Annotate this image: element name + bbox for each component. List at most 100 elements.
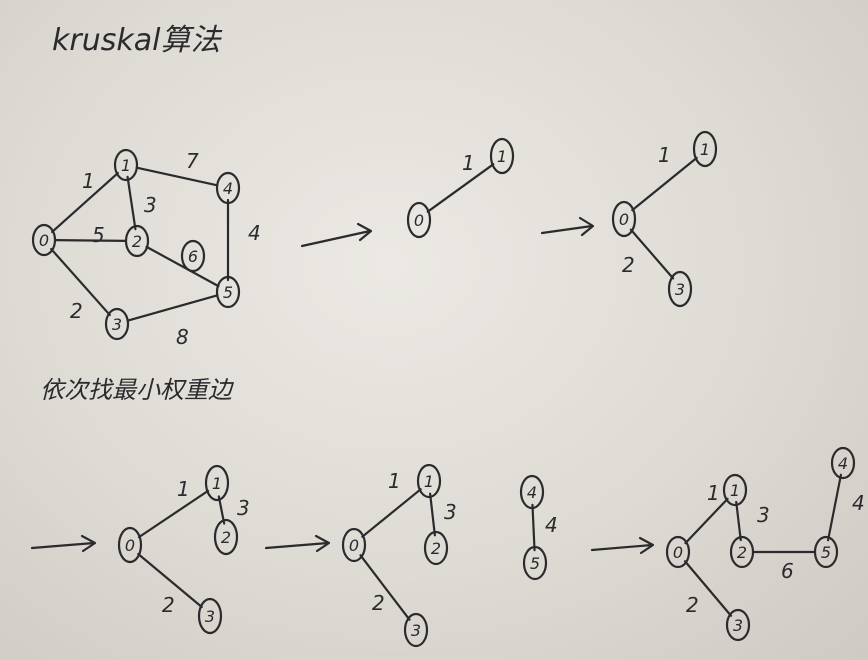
step-arrow xyxy=(30,534,97,553)
edge-weight-1-4: 7 xyxy=(186,149,199,173)
edge-4-5 xyxy=(531,503,536,552)
node-2 xyxy=(423,530,449,566)
node-2 xyxy=(213,518,239,556)
node-1 xyxy=(692,130,718,168)
node-label-2: 2 xyxy=(431,539,441,558)
node-1 xyxy=(416,463,442,499)
node-1 xyxy=(489,137,515,175)
edge-weight-0-3: 2 xyxy=(70,299,83,323)
edge-0-1 xyxy=(137,489,210,539)
node-label-3: 3 xyxy=(411,621,421,640)
edge-0-3 xyxy=(359,554,411,621)
node-5 xyxy=(813,535,839,569)
edge-weight-0-1: 1 xyxy=(462,151,475,175)
node-label-0: 0 xyxy=(39,231,49,250)
node-label-5: 5 xyxy=(821,543,831,562)
node-0 xyxy=(341,527,367,563)
node-label-3: 3 xyxy=(675,280,685,299)
edge-1-4 xyxy=(135,166,219,187)
node-6 xyxy=(180,239,206,273)
node-4 xyxy=(215,171,241,205)
edge-3-5 xyxy=(126,294,219,322)
node-label-2: 2 xyxy=(221,528,231,547)
node-label-3: 3 xyxy=(733,616,743,635)
edge-2-5 xyxy=(145,245,220,288)
edge-0-1 xyxy=(631,156,698,212)
node-label-5: 5 xyxy=(530,554,540,573)
node-5 xyxy=(522,545,548,581)
node-3 xyxy=(403,612,429,648)
edge-weight-2-5: 6 xyxy=(781,559,794,583)
node-label-3: 3 xyxy=(112,315,122,334)
edge-weight-0-1: 1 xyxy=(658,143,671,167)
node-label-2: 2 xyxy=(132,232,142,251)
node-label-0: 0 xyxy=(349,536,359,555)
edge-0-3 xyxy=(683,560,733,617)
edge-weight-0-3: 2 xyxy=(622,253,635,277)
edge-0-1 xyxy=(426,163,495,213)
node-3 xyxy=(104,307,130,341)
edge-1-2 xyxy=(735,500,742,542)
edge-0-3 xyxy=(137,552,203,609)
diagram-title: kruskal算法 xyxy=(52,23,222,58)
edge-weight-0-3: 2 xyxy=(372,591,385,615)
node-label-1: 1 xyxy=(212,474,222,493)
node-label-1: 1 xyxy=(700,140,710,159)
edge-0-1 xyxy=(684,497,729,545)
node-label-0: 0 xyxy=(414,211,424,230)
step-arrow xyxy=(300,222,373,248)
node-label-0: 0 xyxy=(125,536,135,555)
node-label-6: 6 xyxy=(188,247,198,266)
edge-weight-1-2: 3 xyxy=(237,496,250,520)
node-0 xyxy=(611,200,637,238)
node-1 xyxy=(722,473,748,507)
node-0 xyxy=(665,535,691,569)
edge-weight-0-1: 1 xyxy=(388,469,401,493)
edge-1-2 xyxy=(429,492,436,537)
node-0 xyxy=(406,201,432,239)
node-label-1: 1 xyxy=(497,147,507,166)
node-2 xyxy=(124,224,150,258)
step-arrow xyxy=(264,534,331,553)
edge-1-2 xyxy=(217,495,226,525)
step-2-tree: 1 2 0 1 3 xyxy=(611,130,718,308)
node-4 xyxy=(830,446,856,480)
edge-1-2 xyxy=(126,175,137,231)
edge-weight-1-2: 3 xyxy=(757,503,770,527)
edge-weight-4-5: 4 xyxy=(545,513,558,537)
edge-0-3 xyxy=(50,247,111,317)
edge-weight-0-1: 1 xyxy=(82,169,95,193)
node-label-4: 4 xyxy=(838,454,848,473)
node-0 xyxy=(31,223,57,257)
node-3 xyxy=(197,597,223,635)
diagram-subtitle: 依次找最小权重边 xyxy=(40,376,235,404)
node-label-4: 4 xyxy=(527,483,537,502)
edge-0-1 xyxy=(361,488,422,538)
edge-0-3 xyxy=(629,228,675,280)
node-label-0: 0 xyxy=(619,210,629,229)
step-arrow xyxy=(590,536,655,555)
edge-weight-1-2: 3 xyxy=(444,500,457,524)
node-label-3: 3 xyxy=(205,607,215,626)
node-1 xyxy=(204,464,230,502)
edge-weight-4-5: 4 xyxy=(852,491,865,515)
node-5 xyxy=(215,275,241,309)
node-label-5: 5 xyxy=(223,283,233,302)
edge-weight-0-1: 1 xyxy=(177,477,190,501)
node-1 xyxy=(113,148,139,182)
edge-4-5 xyxy=(826,473,843,542)
step-arrow xyxy=(540,216,595,237)
node-label-1: 1 xyxy=(424,472,434,491)
node-0 xyxy=(117,526,143,564)
edge-weight-0-2: 5 xyxy=(92,223,105,247)
edge-weight-0-3: 2 xyxy=(686,593,699,617)
edge-weight-0-3: 2 xyxy=(162,593,175,617)
node-4 xyxy=(519,474,545,510)
edge-weight-1-2: 3 xyxy=(144,193,157,217)
node-3 xyxy=(725,608,751,642)
